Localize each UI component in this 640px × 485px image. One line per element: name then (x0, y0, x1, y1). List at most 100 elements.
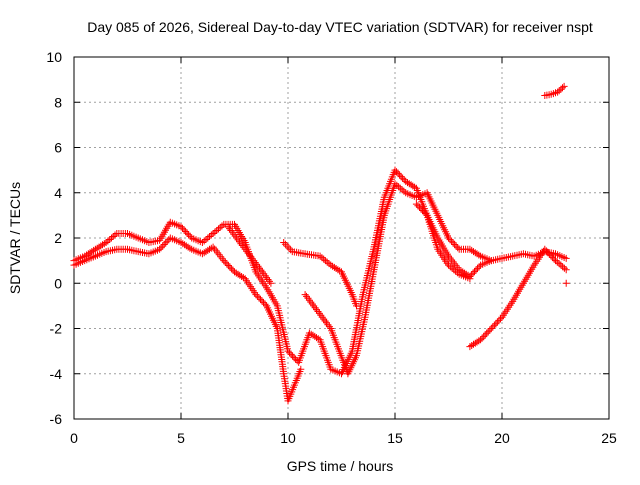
data-point (200, 249, 208, 257)
data-point (448, 237, 456, 245)
data-point (486, 326, 494, 334)
data-point (334, 266, 342, 274)
x-axis-label: GPS time / hours (287, 458, 394, 474)
data-point (545, 250, 553, 258)
data-point (318, 254, 326, 262)
data-point (220, 257, 228, 265)
data-point (184, 243, 192, 251)
y-tick-label: -6 (50, 411, 63, 427)
data-point (106, 236, 114, 243)
data-point (179, 224, 186, 232)
data-point (393, 168, 400, 176)
data-point (183, 229, 191, 237)
y-tick-labels: -6 -4 -2 0 2 4 6 8 10 (46, 49, 62, 427)
data-point (186, 232, 194, 240)
data-point (213, 227, 221, 234)
data-point (391, 180, 399, 188)
data-point (467, 271, 475, 279)
data-point (200, 237, 208, 245)
data-point (182, 242, 190, 250)
data-point (475, 263, 483, 271)
data-point (422, 210, 430, 218)
data-point (487, 325, 495, 332)
data-point (216, 223, 224, 231)
data-point (414, 202, 422, 210)
data-point (492, 320, 500, 328)
data-point (215, 251, 223, 259)
data-point (495, 316, 503, 324)
data-point (555, 260, 563, 268)
y-tick-label: 8 (54, 94, 62, 110)
data-point (211, 245, 219, 253)
x-tick-label: 0 (70, 430, 78, 446)
data-point (180, 226, 188, 234)
data-point (215, 225, 222, 233)
data-point (186, 244, 194, 252)
data-point (412, 200, 420, 208)
data-point (478, 334, 486, 342)
data-point (267, 279, 275, 287)
data-point (462, 270, 470, 278)
data-point (284, 347, 292, 355)
data-point (102, 239, 110, 246)
y-tick-label: -2 (50, 321, 63, 337)
data-point (185, 231, 193, 239)
data-point (475, 251, 483, 259)
data-point (237, 240, 245, 248)
data-point (404, 179, 411, 187)
data-point (211, 228, 219, 236)
data-point (177, 239, 185, 246)
data-point (239, 274, 247, 282)
data-point (557, 261, 565, 269)
data-point (88, 248, 96, 256)
y-tick-label: -4 (50, 366, 63, 382)
data-point (227, 265, 235, 273)
data-point (409, 182, 417, 190)
series-track-e (301, 180, 495, 378)
data-point (289, 352, 297, 360)
series-track-a (70, 166, 474, 378)
data-point (449, 239, 457, 247)
data-point (90, 246, 98, 254)
data-point (231, 268, 238, 276)
data-point (258, 297, 266, 305)
data-point (301, 291, 309, 299)
data-point (163, 237, 171, 245)
data-point (156, 245, 164, 253)
data-point (226, 263, 234, 271)
data-point (257, 295, 264, 303)
data-point (552, 257, 559, 265)
grid-lines (74, 57, 609, 419)
data-point (320, 255, 328, 263)
data-point (550, 255, 558, 263)
series-track-g (466, 245, 570, 351)
data-point (297, 365, 305, 373)
data-point (391, 166, 399, 174)
data-point (455, 266, 463, 274)
data-point (452, 242, 460, 250)
data-point (290, 354, 298, 362)
data-point (560, 82, 568, 90)
data-point (109, 233, 117, 240)
data-point (420, 208, 428, 216)
data-point (287, 350, 295, 358)
series-track-d (224, 223, 275, 287)
data-point (159, 242, 167, 250)
data-point (206, 233, 213, 240)
data-point (207, 231, 215, 239)
data-point (471, 268, 478, 276)
x-tick-label: 15 (387, 430, 403, 446)
data-point (261, 300, 269, 308)
data-point (484, 328, 492, 336)
data-point (323, 258, 331, 266)
data-point (555, 87, 563, 95)
data-point (451, 241, 459, 248)
data-point (474, 264, 481, 272)
x-tick-label: 25 (601, 430, 617, 446)
data-point (473, 338, 481, 346)
data-point (400, 187, 408, 195)
data-point (224, 262, 232, 269)
data-point (332, 265, 340, 272)
data-point (100, 240, 108, 248)
